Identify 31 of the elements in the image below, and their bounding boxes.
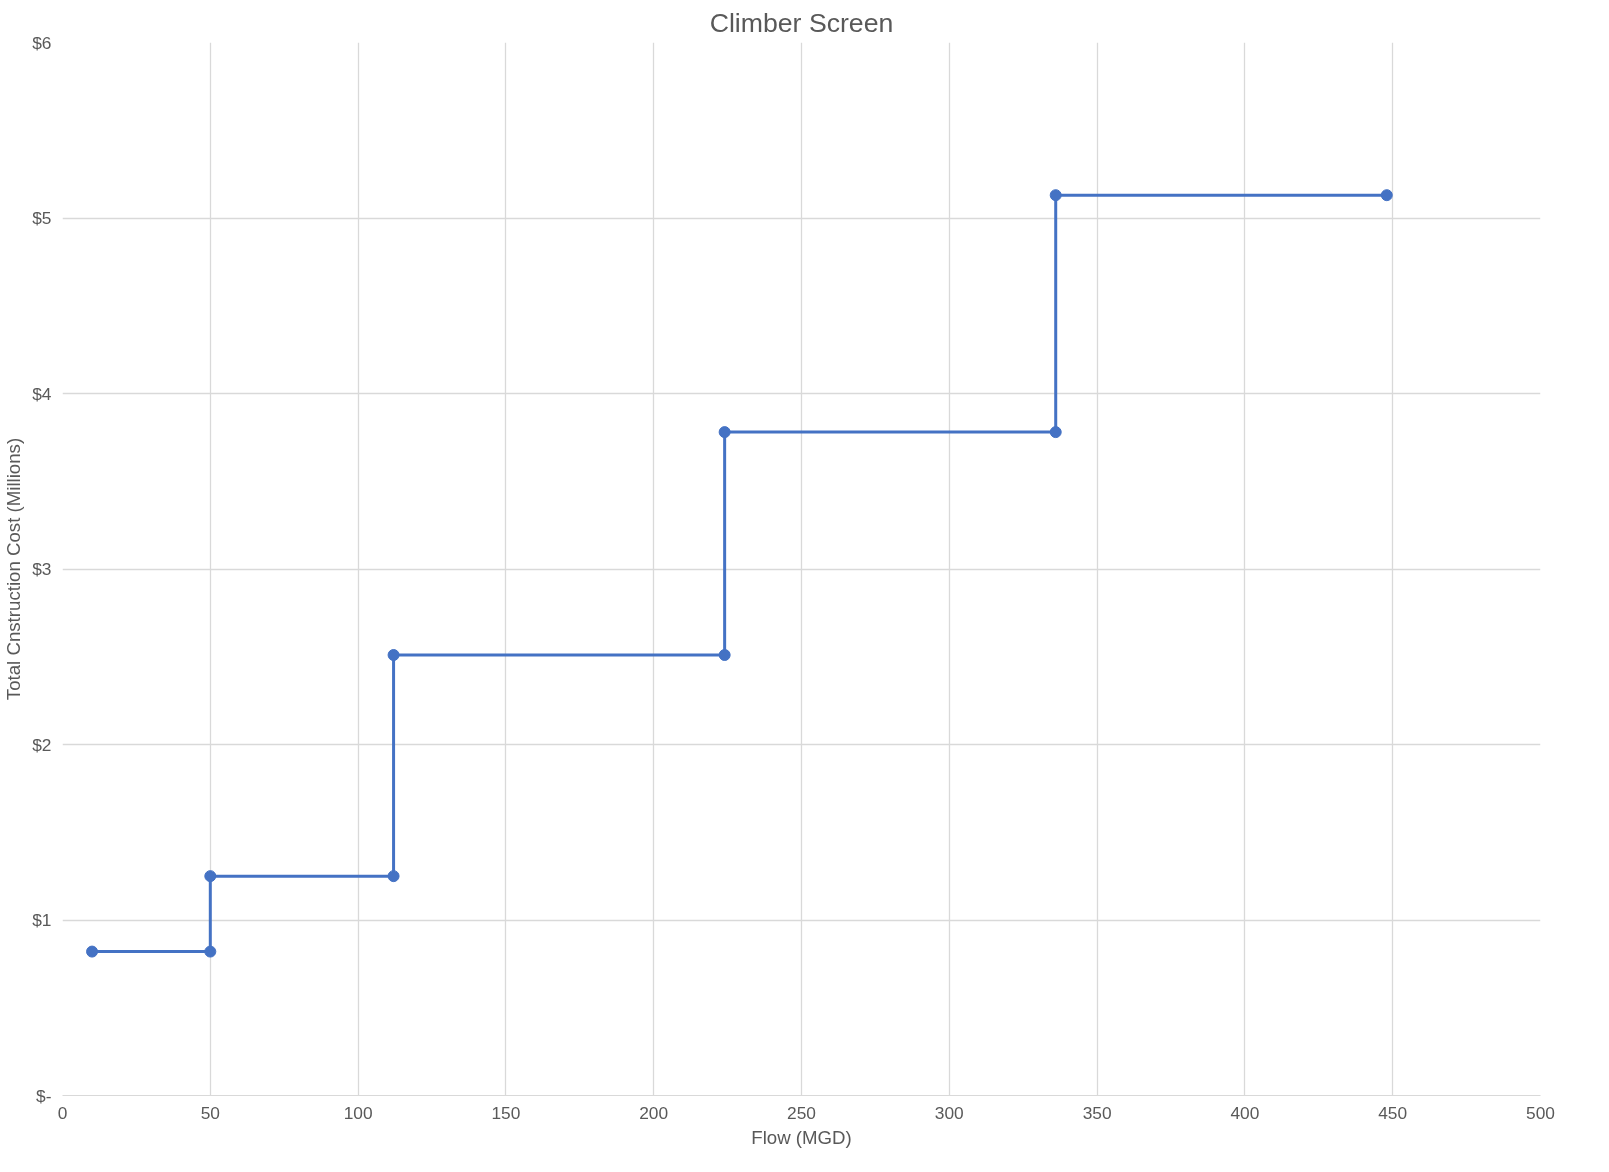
point <box>1049 189 1062 202</box>
x-tick-label: 500 <box>1526 1102 1555 1123</box>
point <box>718 426 731 439</box>
x-tick-label: 100 <box>343 1102 373 1123</box>
y-tick-label: $- <box>36 1085 52 1106</box>
y-tick-label: $6 <box>32 32 52 53</box>
x-tick-label: 300 <box>934 1102 964 1123</box>
point <box>204 945 217 958</box>
point <box>387 649 400 661</box>
point <box>1380 189 1393 202</box>
x-axis-title: Flow (MGD) <box>751 1126 852 1148</box>
point <box>387 870 400 883</box>
x-tick-label: 250 <box>787 1102 816 1123</box>
x-tick-label: 200 <box>639 1102 669 1123</box>
x-tick-label: 400 <box>1230 1102 1260 1123</box>
x-tick-label: 150 <box>491 1102 521 1123</box>
y-axis-title: Total Cnstruction Cost (Millions) <box>3 437 25 701</box>
x-tick-label: 0 <box>57 1102 68 1123</box>
point <box>718 649 731 661</box>
point <box>1049 426 1062 439</box>
y-tick-label: $4 <box>32 383 52 404</box>
point <box>86 945 99 958</box>
x-tick-label: 450 <box>1378 1102 1408 1123</box>
y-tick-label: $1 <box>32 910 52 930</box>
point <box>204 870 217 883</box>
chart-title: Climber Screen <box>709 7 894 38</box>
y-tick-label: $5 <box>32 208 52 228</box>
x-tick-label: 50 <box>200 1102 220 1123</box>
x-tick-label: 350 <box>1082 1102 1112 1123</box>
y-tick-label: $3 <box>32 559 52 579</box>
y-tick-label: $2 <box>32 734 52 755</box>
